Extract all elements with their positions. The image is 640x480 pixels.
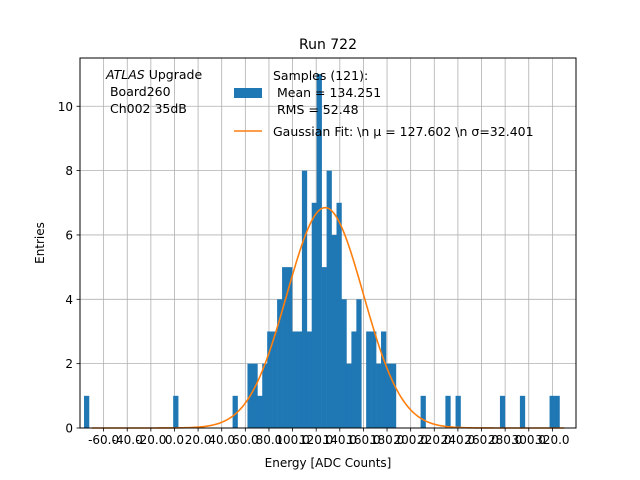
- histogram-bar: [301, 170, 308, 428]
- histogram-bar: [351, 331, 357, 428]
- histogram-bar: [336, 202, 342, 428]
- legend-histogram-swatch: [234, 88, 262, 98]
- plot-frame: [79, 57, 577, 429]
- histogram-bar: [390, 363, 397, 428]
- histogram-bar: [554, 395, 560, 428]
- histogram-bar: [549, 395, 555, 428]
- histogram-bar: [420, 395, 426, 428]
- x-tick-label: 80.0: [256, 433, 283, 447]
- histogram-bar: [321, 267, 327, 428]
- histogram-bar: [445, 395, 451, 428]
- histogram-bar: [287, 267, 293, 428]
- y-tick-label: 8: [65, 164, 73, 178]
- x-tick-label: 200.0: [393, 433, 427, 447]
- histogram-bar: [282, 267, 288, 428]
- histogram-bar: [257, 395, 263, 428]
- annotation-atlas: ATLAS: [105, 67, 145, 82]
- x-tick-label: -20.0: [135, 433, 166, 447]
- annotation-line-3: Ch002 35dB: [106, 101, 187, 116]
- histogram-bar: [326, 170, 332, 428]
- histogram-bar: [385, 363, 392, 428]
- histogram-bar: [331, 234, 337, 428]
- chart-title: Run 722: [299, 37, 357, 53]
- y-tick-label: 0: [65, 422, 73, 436]
- x-tick-label: 100.0: [275, 433, 309, 447]
- x-tick-label: -40.0: [112, 433, 143, 447]
- x-axis-ticks: -60.0-40.0-20.00.0 20.040.060.080.0100.01…: [88, 428, 570, 447]
- atlas-annotation: ATLAS Upgrade Board260 Ch002 35dB: [105, 67, 202, 116]
- histogram-bar: [455, 395, 461, 428]
- annotation-line-2: Board260: [106, 84, 171, 99]
- annotation-line-1: ATLAS Upgrade: [105, 67, 202, 82]
- y-tick-label: 4: [65, 293, 73, 307]
- histogram-bar: [296, 331, 303, 428]
- y-tick-label: 6: [65, 228, 73, 242]
- x-tick-label: 240.0: [441, 433, 475, 447]
- y-tick-label: 2: [65, 357, 73, 371]
- x-axis-label: Energy [ADC Counts]: [265, 456, 392, 470]
- histogram-bar: [366, 331, 372, 428]
- histogram-bar: [306, 331, 313, 428]
- legend: Samples (121): Mean = 134.251 RMS = 52.4…: [234, 68, 534, 139]
- x-tick-label: 20.0: [185, 433, 212, 447]
- histogram-bar: [262, 363, 268, 428]
- x-tick-label: 160.0: [346, 433, 380, 447]
- histogram-bar: [371, 331, 377, 428]
- x-tick-label: 120.0: [299, 433, 333, 447]
- x-tick-label: 60.0: [232, 433, 259, 447]
- histogram-bar: [341, 299, 347, 428]
- histogram-bar: [346, 363, 352, 428]
- histogram-bar: [376, 363, 382, 428]
- histogram-bar: [267, 331, 273, 428]
- histogram-bar: [173, 395, 179, 428]
- histogram-bar: [356, 299, 362, 428]
- histogram-bar: [277, 299, 283, 428]
- x-tick-label: 300.0: [512, 433, 546, 447]
- histogram-bar: [316, 74, 322, 428]
- x-tick-label: 140.0: [323, 433, 357, 447]
- legend-histogram-line-1: Samples (121):: [273, 68, 368, 83]
- histogram-bar: [291, 331, 298, 428]
- legend-fit-label: Gaussian Fit: \n μ = 127.602 \n σ=32.401: [273, 124, 534, 139]
- histogram-bar: [311, 202, 317, 428]
- x-tick-label: 40.0: [208, 433, 235, 447]
- x-tick-label: 180.0: [370, 433, 404, 447]
- annotation-upgrade: Upgrade: [145, 67, 203, 82]
- x-tick-label: 0.0: [165, 433, 184, 447]
- histogram-bar: [499, 395, 506, 428]
- x-tick-label: -60.0: [88, 433, 119, 447]
- histogram-bar: [272, 331, 278, 428]
- y-axis-label: Entries: [33, 222, 47, 264]
- histogram-bar: [252, 363, 258, 428]
- y-axis-ticks: 0 2 4 6 8 10: [58, 100, 80, 436]
- x-tick-label: 220.0: [417, 433, 451, 447]
- y-tick-label: 10: [58, 100, 73, 114]
- histogram-bar: [84, 395, 90, 428]
- histogram-bar: [381, 331, 387, 428]
- legend-histogram-line-2: Mean = 134.251: [273, 85, 381, 100]
- x-tick-label: 280.0: [488, 433, 522, 447]
- x-tick-label: 260.0: [464, 433, 498, 447]
- x-tick-label: 320.0: [535, 433, 569, 447]
- legend-histogram-line-3: RMS = 52.48: [273, 102, 359, 117]
- histogram-bar: [232, 395, 238, 428]
- histogram-bar: [519, 395, 526, 428]
